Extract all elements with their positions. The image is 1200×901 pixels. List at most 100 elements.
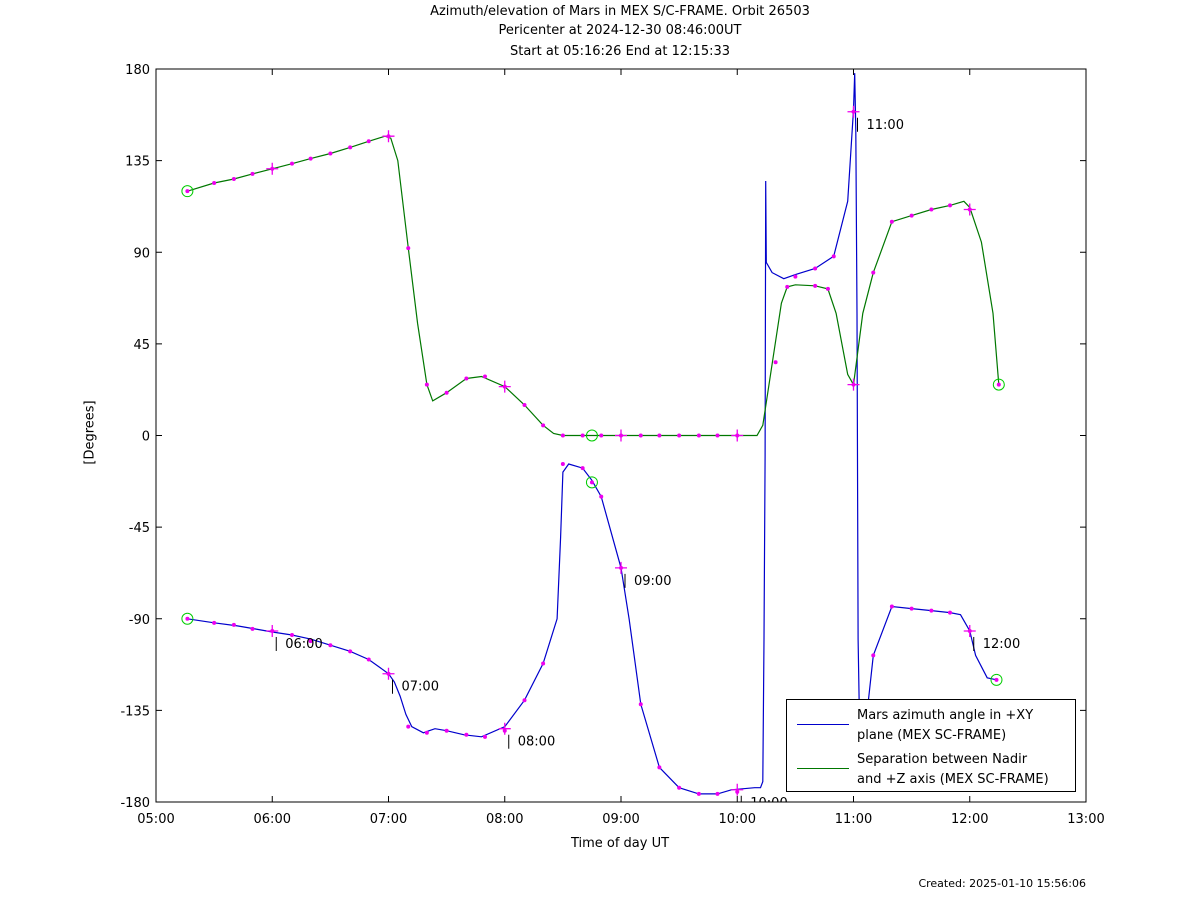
endpoint-marker-azimuth	[585, 476, 598, 489]
data-point-azimuth	[889, 604, 894, 609]
data-point-separation	[929, 207, 934, 212]
data-point-azimuth	[793, 274, 798, 279]
x-tick-label: 10:00	[719, 812, 756, 827]
data-point-separation	[482, 374, 487, 379]
data-point-azimuth	[994, 677, 999, 682]
data-point-azimuth	[444, 728, 449, 733]
legend: Mars azimuth angle in +XY plane (MEX SC-…	[786, 699, 1076, 792]
data-point-separation	[231, 176, 236, 181]
data-point-separation	[366, 139, 371, 144]
hour-marker-azimuth	[963, 624, 976, 637]
data-point-azimuth	[366, 657, 371, 662]
data-point-azimuth	[231, 622, 236, 627]
data-point-separation	[328, 151, 333, 156]
created-timestamp: Created: 2025-01-10 15:56:06	[918, 877, 1086, 890]
series-azimuth: 06:00 07:00 08:00 09:00 10:00 11:00 12:00	[181, 73, 1020, 811]
series-separation	[181, 130, 1005, 442]
hour-marker-separation	[266, 162, 279, 175]
hour-marker-separation	[615, 429, 627, 442]
x-tick-label: 06:00	[254, 812, 291, 827]
data-point-azimuth	[831, 254, 836, 259]
data-point-azimuth	[541, 661, 546, 666]
data-point-azimuth	[657, 765, 662, 770]
data-point-azimuth	[715, 791, 720, 796]
hour-marker-azimuth	[615, 561, 627, 574]
data-point-separation	[185, 189, 190, 194]
y-tick-label: -90	[129, 613, 150, 628]
time-label: 09:00	[634, 574, 671, 589]
x-axis-label: Time of day UT	[570, 836, 670, 851]
data-point-separation	[212, 181, 217, 186]
hour-marker-separation	[731, 429, 744, 442]
axis-ticks: 05:00 06:00 07:00 08:00 09:00 10:00 11:00 12:00…	[120, 63, 1104, 827]
data-point-azimuth	[482, 734, 487, 739]
chart-subtitle-start-end: Start at 05:16:26 End at 12:15:33	[509, 44, 731, 59]
series-line-separation	[187, 135, 1000, 437]
legend-label-separation: Separation between Nadir and +Z axis (ME…	[857, 752, 1049, 787]
data-point-separation	[541, 423, 546, 428]
hour-marker-azimuth	[266, 624, 279, 637]
data-point-separation	[657, 433, 662, 438]
data-point-azimuth	[638, 702, 643, 707]
data-point-separation	[696, 433, 701, 438]
y-tick-label: 180	[125, 63, 150, 78]
data-point-separation	[996, 382, 1001, 387]
data-point-azimuth	[813, 266, 818, 271]
time-label: 11:00	[867, 118, 904, 133]
data-point-separation	[290, 161, 295, 166]
data-point-separation	[785, 284, 790, 289]
y-axis-label: [Degrees]	[82, 400, 98, 465]
data-point-separation	[560, 433, 565, 438]
endpoint-marker-azimuth	[181, 612, 194, 625]
data-point-separation	[715, 433, 720, 438]
data-point-azimuth	[589, 480, 594, 485]
y-tick-label: 90	[133, 246, 150, 261]
data-point-azimuth	[250, 626, 255, 631]
data-point-separation	[348, 145, 353, 150]
data-point-azimuth	[185, 616, 190, 621]
time-label: 06:00	[285, 637, 322, 652]
x-tick-label: 11:00	[835, 812, 872, 827]
y-tick-label: 0	[142, 430, 150, 445]
x-tick-label: 09:00	[602, 812, 639, 827]
data-point-azimuth	[929, 608, 934, 613]
hour-marker-separation	[382, 130, 395, 143]
data-point-separation	[638, 433, 643, 438]
y-tick-label: 45	[133, 338, 150, 353]
data-point-separation	[825, 286, 830, 291]
data-point-separation	[871, 270, 876, 275]
legend-label-azimuth: Mars azimuth angle in +XY plane (MEX SC-…	[857, 708, 1034, 743]
time-label: 10:00	[750, 796, 787, 811]
data-point-separation	[250, 171, 255, 176]
hour-marker-azimuth	[498, 722, 511, 735]
data-point-separation	[406, 246, 411, 251]
data-point-azimuth	[212, 620, 217, 625]
hour-marker-azimuth	[847, 105, 860, 118]
data-point-separation	[464, 376, 469, 381]
data-point-separation	[599, 433, 604, 438]
data-point-azimuth	[947, 610, 952, 615]
data-point-azimuth	[560, 462, 565, 467]
data-point-separation	[677, 433, 682, 438]
data-point-azimuth	[348, 649, 353, 654]
data-point-azimuth	[599, 494, 604, 499]
data-point-separation	[813, 283, 818, 288]
data-point-separation	[947, 203, 952, 208]
hour-marker-azimuth	[731, 783, 744, 796]
data-point-separation	[889, 219, 894, 224]
x-tick-label: 07:00	[370, 812, 407, 827]
data-point-separation	[773, 360, 778, 365]
data-point-separation	[909, 213, 914, 218]
data-point-azimuth	[522, 698, 527, 703]
data-point-separation	[444, 390, 449, 395]
endpoint-marker-separation	[181, 185, 194, 198]
data-point-azimuth	[909, 606, 914, 611]
data-point-azimuth	[328, 643, 333, 648]
data-point-azimuth	[308, 639, 313, 644]
time-label: 07:00	[402, 680, 439, 695]
data-point-azimuth	[677, 785, 682, 790]
time-label: 12:00	[983, 637, 1020, 652]
x-tick-label: 13:00	[1067, 812, 1104, 827]
data-point-azimuth	[464, 732, 469, 737]
